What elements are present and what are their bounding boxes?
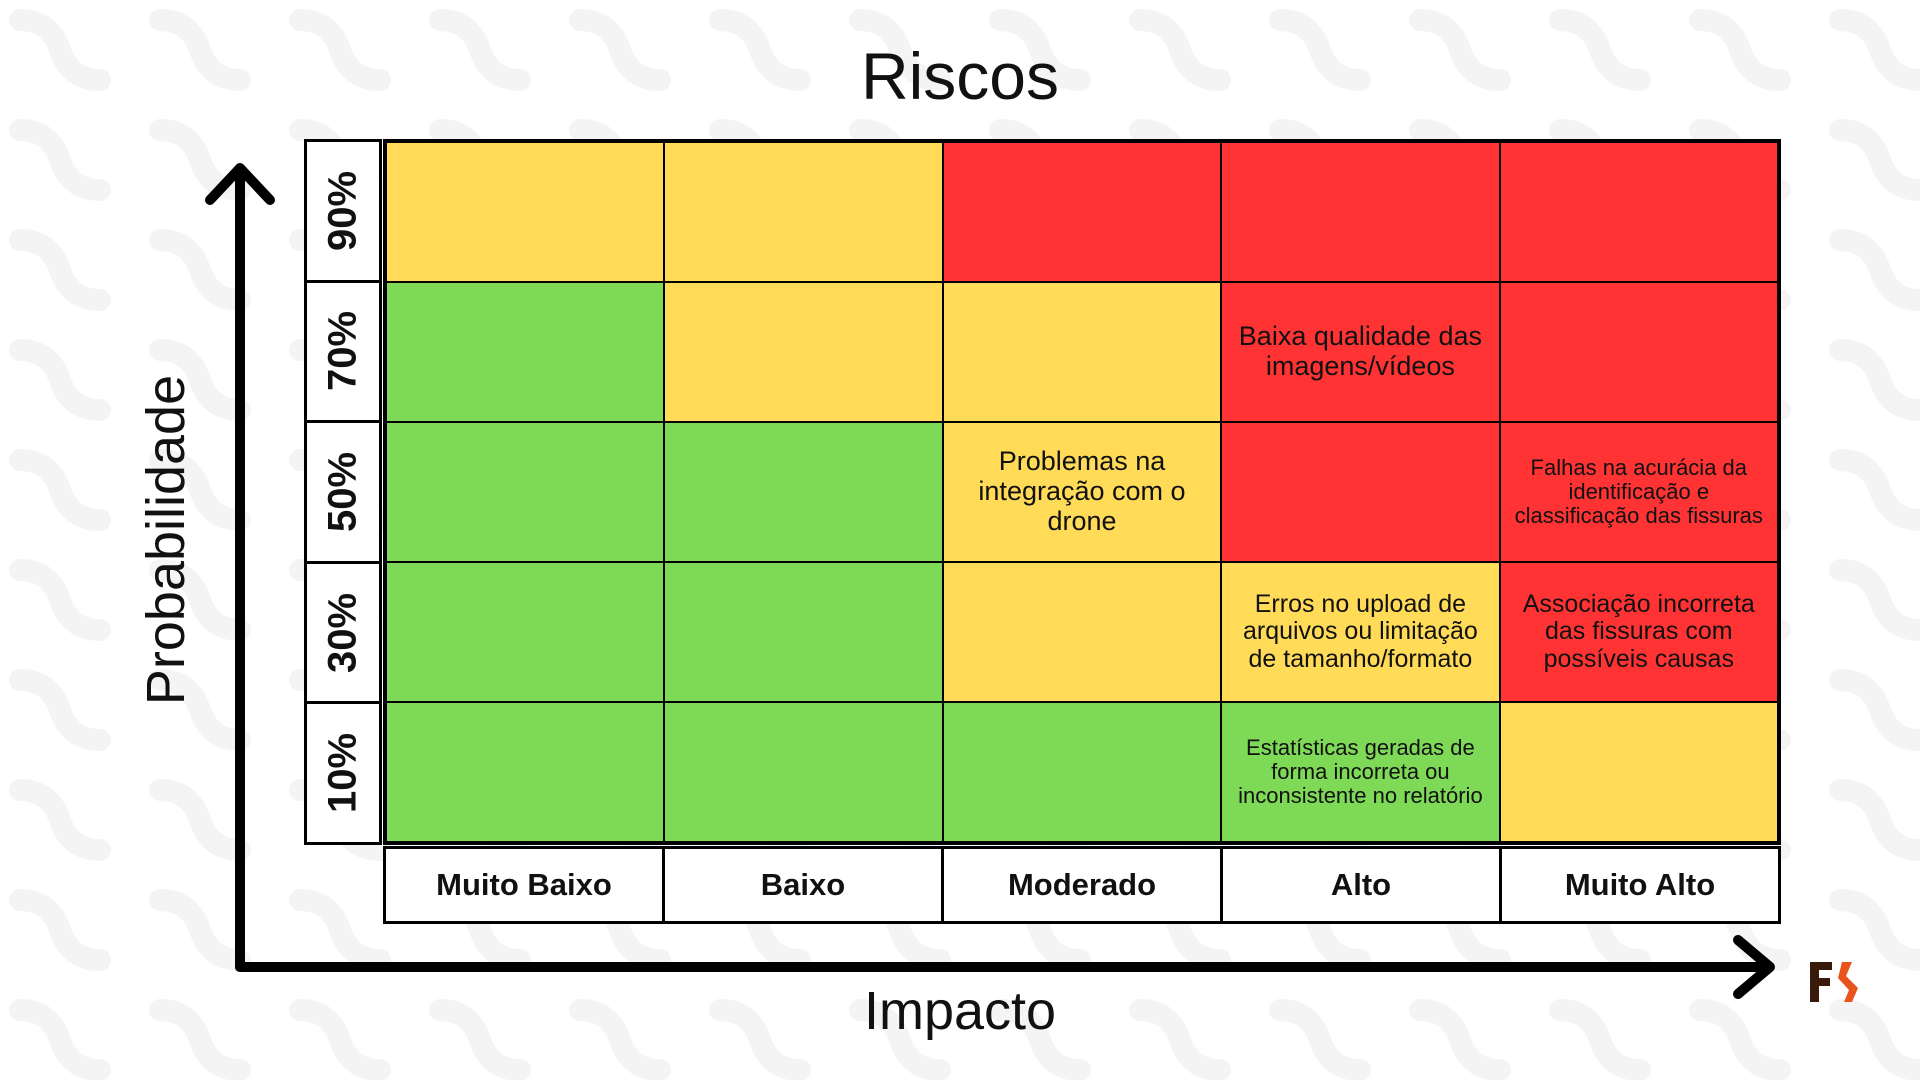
matrix-cell-p90-muito-baixo xyxy=(386,142,665,282)
probability-label-90: 90% xyxy=(307,142,379,283)
matrix-cell-p50-muito-alto: Falhas na acurácia da identificação e cl… xyxy=(1499,422,1778,562)
risk-item: Erros no upload de arquivos ou limitação… xyxy=(1242,589,1478,673)
probability-labels: 90% 70% 50% 30% 10% xyxy=(304,139,382,845)
matrix-cell-p50-alto xyxy=(1221,422,1500,562)
probability-label-70: 70% xyxy=(307,282,379,424)
matrix-cell-p90-alto xyxy=(1221,142,1500,282)
matrix-cell-p10-muito-alto xyxy=(1499,702,1778,842)
matrix-cell-p30-alto: Erros no upload de arquivos ou limitação… xyxy=(1221,562,1500,702)
matrix-cell-p70-muito-baixo xyxy=(386,282,665,422)
matrix-cell-p30-baixo xyxy=(664,562,943,702)
matrix-cell-p30-muito-baixo xyxy=(386,562,665,702)
matrix-cell-p50-muito-baixo xyxy=(386,422,665,562)
matrix-cell-p10-moderado xyxy=(942,702,1222,842)
probability-label-30: 30% xyxy=(307,563,379,705)
matrix-cell-p90-moderado xyxy=(942,142,1222,282)
matrix-cell-p30-moderado xyxy=(942,562,1222,702)
impact-label-moderado: Moderado xyxy=(944,849,1223,921)
impact-label-muito-baixo: Muito Baixo xyxy=(386,849,665,921)
chart-title: Riscos xyxy=(860,39,1060,113)
risk-item: Estatísticas geradas de forma incorreta … xyxy=(1238,734,1483,809)
matrix-cell-p70-alto: Baixa qualidade das imagens/vídeos xyxy=(1221,282,1500,422)
matrix-cell-p10-alto: Estatísticas geradas de forma incorreta … xyxy=(1221,702,1500,842)
x-axis-arrowhead xyxy=(1733,935,1775,999)
risk-matrix: Baixa qualidade das imagens/vídeos Proble… xyxy=(383,139,1781,845)
matrix-cell-p10-muito-baixo xyxy=(386,702,665,842)
fr-logo-icon xyxy=(1810,962,1858,1002)
risk-item: Falhas na acurácia da identificação e cl… xyxy=(1514,454,1763,529)
matrix-cell-p30-muito-alto: Associação incorreta das fissuras com po… xyxy=(1499,562,1778,702)
matrix-cell-p70-baixo xyxy=(664,282,943,422)
impact-label-baixo: Baixo xyxy=(665,849,944,921)
matrix-cell-p90-muito-alto xyxy=(1499,142,1778,282)
y-axis-arrowhead xyxy=(205,163,275,205)
matrix-cell-p10-baixo xyxy=(664,702,943,842)
matrix-cell-p70-moderado xyxy=(942,282,1222,422)
risk-item: Associação incorreta das fissuras com po… xyxy=(1522,589,1755,673)
risk-item: Problemas na integração com o drone xyxy=(978,446,1186,536)
x-axis-label: Impacto xyxy=(863,981,1057,1041)
matrix-cell-p50-baixo xyxy=(664,422,943,562)
impact-labels: Muito Baixo Baixo Moderado Alto Muito Al… xyxy=(383,846,1781,924)
probability-label-10: 10% xyxy=(307,704,379,842)
probability-label-50: 50% xyxy=(307,423,379,564)
matrix-cell-p70-muito-alto xyxy=(1499,282,1778,422)
matrix-cell-p50-moderado: Problemas na integração com o drone xyxy=(942,422,1222,562)
risk-item: Baixa qualidade das imagens/vídeos xyxy=(1238,321,1482,381)
matrix-cell-p90-baixo xyxy=(664,142,943,282)
impact-label-muito-alto: Muito Alto xyxy=(1502,849,1778,921)
impact-label-alto: Alto xyxy=(1223,849,1502,921)
